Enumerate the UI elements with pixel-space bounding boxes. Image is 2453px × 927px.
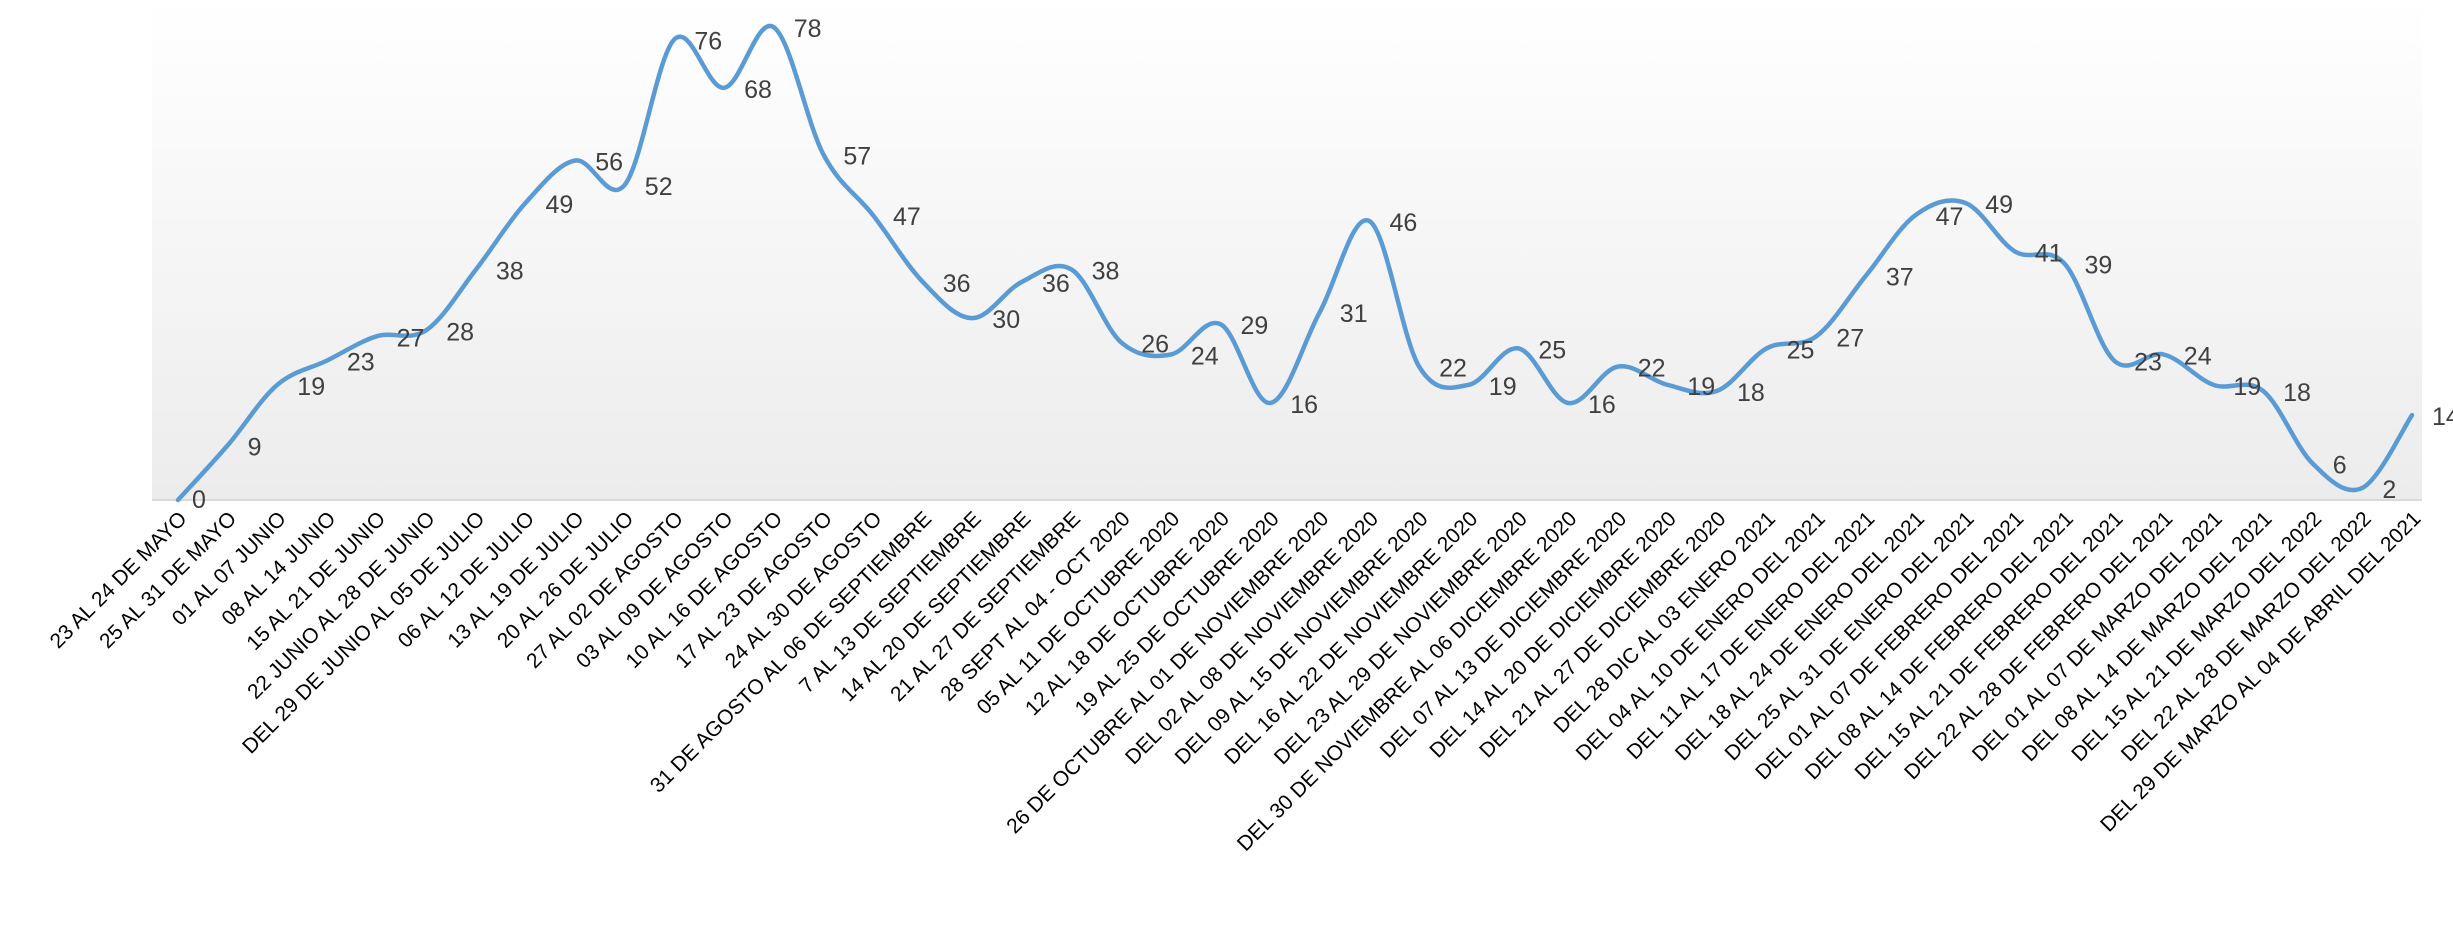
data-point <box>225 442 231 448</box>
data-label: 26 <box>1141 330 1169 358</box>
data-label: 47 <box>893 203 921 231</box>
data-point <box>671 36 677 42</box>
data-label: 24 <box>2184 343 2212 371</box>
data-label: 46 <box>1390 209 1418 237</box>
data-label: 23 <box>2134 349 2162 377</box>
data-point <box>1317 309 1323 315</box>
data-point <box>1615 364 1621 370</box>
data-point <box>870 212 876 218</box>
data-point <box>324 358 330 364</box>
data-label: 19 <box>1489 373 1517 401</box>
data-point <box>1913 212 1919 218</box>
series-layer <box>175 23 2415 503</box>
data-point <box>2111 358 2117 364</box>
data-label: 39 <box>2085 252 2113 280</box>
data-label: 52 <box>645 173 673 201</box>
data-label: 16 <box>1588 391 1616 419</box>
data-label: 19 <box>297 373 325 401</box>
data-label: 76 <box>694 27 722 55</box>
data-point <box>1267 400 1273 406</box>
data-label: 31 <box>1340 300 1368 328</box>
data-label: 38 <box>496 258 524 286</box>
data-label: 49 <box>1985 191 2013 219</box>
data-label: 24 <box>1191 343 1219 371</box>
data-label: 56 <box>595 149 623 177</box>
data-point <box>1218 321 1224 327</box>
data-label: 36 <box>943 270 971 298</box>
data-label: 38 <box>1092 258 1120 286</box>
data-label: 37 <box>1886 264 1914 292</box>
data-point <box>721 85 727 91</box>
data-label: 57 <box>843 142 871 170</box>
series-line <box>175 23 2415 503</box>
data-point <box>1118 339 1124 345</box>
data-point <box>2409 412 2415 418</box>
data-label: 27 <box>1836 324 1864 352</box>
data-point <box>572 158 578 164</box>
data-point <box>2012 248 2018 254</box>
data-label: 6 <box>2333 452 2347 480</box>
data-label: 18 <box>1737 379 1765 407</box>
data-label: 23 <box>347 349 375 377</box>
data-label: 0 <box>192 486 206 514</box>
data-label: 41 <box>2035 239 2063 267</box>
data-point <box>820 151 826 157</box>
data-label: 18 <box>2283 379 2311 407</box>
data-label: 19 <box>2233 373 2261 401</box>
data-label: 29 <box>1241 312 1269 340</box>
data-point <box>622 182 628 188</box>
data-point <box>1416 364 1422 370</box>
data-point <box>1863 273 1869 279</box>
data-label: 22 <box>1638 355 1666 383</box>
data-label: 36 <box>1042 270 1070 298</box>
data-label: 28 <box>446 318 474 346</box>
data-point <box>1466 382 1472 388</box>
data-label: 25 <box>1787 336 1815 364</box>
data-label: 25 <box>1538 336 1566 364</box>
data-label: 22 <box>1439 355 1467 383</box>
data-point <box>969 315 975 321</box>
data-point <box>1565 400 1571 406</box>
data-label: 9 <box>248 433 262 461</box>
data-point <box>274 382 280 388</box>
data-label: 16 <box>1290 391 1318 419</box>
data-point <box>1764 345 1770 351</box>
data-label: 27 <box>397 324 425 352</box>
data-label: 19 <box>1687 373 1715 401</box>
data-point <box>1019 279 1025 285</box>
data-point <box>920 279 926 285</box>
data-point <box>175 497 181 503</box>
data-point <box>2210 382 2216 388</box>
data-point <box>2310 461 2316 467</box>
data-point <box>473 267 479 273</box>
data-label: 68 <box>744 76 772 104</box>
data-label: 14 <box>2432 403 2453 431</box>
data-label: 78 <box>794 15 822 43</box>
data-label: 30 <box>992 306 1020 334</box>
data-label: 47 <box>1936 203 1964 231</box>
data-label: 2 <box>2382 476 2396 504</box>
data-point <box>1367 218 1373 224</box>
data-label: 49 <box>546 191 574 219</box>
plot-area <box>152 0 2422 500</box>
data-point <box>1664 382 1670 388</box>
data-point <box>523 200 529 206</box>
data-point <box>771 24 777 30</box>
data-point <box>374 333 380 339</box>
data-point <box>1515 345 1521 351</box>
data-point <box>2359 485 2365 491</box>
